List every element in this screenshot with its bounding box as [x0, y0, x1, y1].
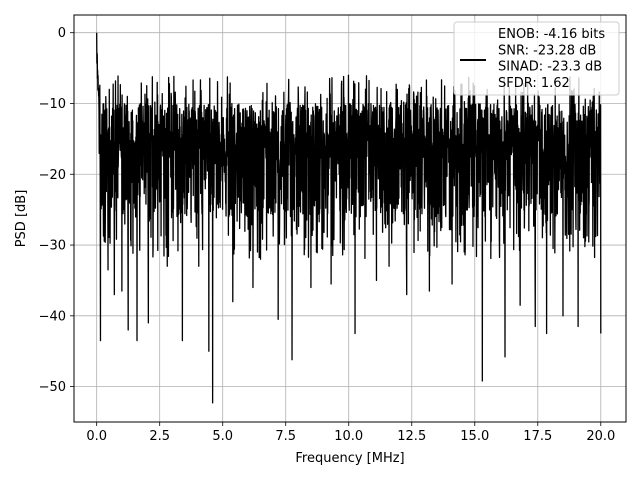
- x-tick-label: 10.0: [334, 429, 363, 444]
- x-tick-label: 17.5: [523, 429, 552, 444]
- psd-trace: [96, 32, 602, 404]
- legend-sfdr: SFDR: 1.62: [498, 76, 570, 91]
- psd-series: [96, 32, 602, 404]
- y-tick-label: −40: [39, 309, 66, 324]
- y-axis-label: PSD [dB]: [14, 190, 29, 248]
- legend-snr: SNR: -23.28 dB: [498, 43, 596, 58]
- legend-enob: ENOB: -4.16 bits: [498, 27, 605, 42]
- x-tick-label: 20.0: [586, 429, 615, 444]
- y-tick-label: 0: [58, 26, 66, 41]
- legend: ENOB: -4.16 bits SNR: -23.28 dB SINAD: -…: [453, 21, 620, 96]
- x-tick-label: 2.5: [149, 429, 170, 444]
- legend-sinad: SINAD: -23.3 dB: [498, 60, 602, 75]
- y-tick-label: −20: [39, 168, 66, 183]
- axis-ticks: 0.0 2.5 5.0 7.5 10.0 12.5 15.0 17.5 20.0 0 −10 −20 −…: [39, 26, 616, 444]
- y-tick-label: −10: [39, 97, 66, 112]
- x-tick-label: 7.5: [275, 429, 296, 444]
- legend-box: [453, 21, 620, 96]
- axes-frame: [73, 14, 627, 423]
- x-tick-label: 15.0: [460, 429, 489, 444]
- x-axis-label: Frequency [MHz]: [295, 451, 404, 466]
- x-tick-label: 5.0: [212, 429, 233, 444]
- y-tick-label: −30: [39, 239, 66, 254]
- y-tick-label: −50: [39, 380, 66, 395]
- x-tick-label: 0.0: [86, 429, 107, 444]
- x-tick-label: 12.5: [397, 429, 426, 444]
